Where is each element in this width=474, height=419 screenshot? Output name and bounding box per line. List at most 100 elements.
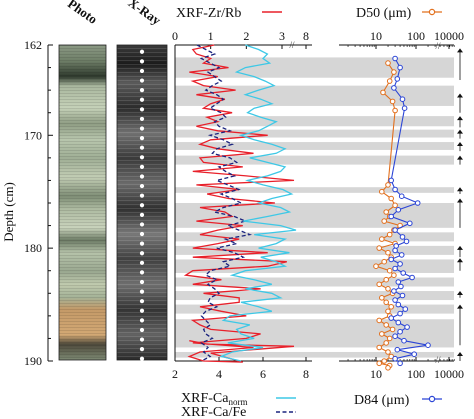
xray-sample-dot xyxy=(139,289,145,294)
depth-axis: Depth (cm) 162 170 180 190 xyxy=(1,38,53,368)
xray-sample-dot xyxy=(139,193,145,198)
depth-tick-label: 190 xyxy=(24,354,42,368)
gray-band xyxy=(175,277,454,287)
xray-sample-dot xyxy=(139,347,145,352)
gs-bottom-tick-label: 100 xyxy=(407,367,425,381)
series-d84-point xyxy=(395,301,402,308)
series-d50-point xyxy=(381,258,388,265)
series-d50-point xyxy=(392,202,398,209)
series-d50-point xyxy=(388,195,395,202)
depth-tick-label: 170 xyxy=(24,128,42,142)
series-d84-point xyxy=(395,207,402,213)
series-d50-point xyxy=(386,335,393,342)
xray-sample-dot xyxy=(139,279,145,285)
series-d84-point xyxy=(394,346,401,353)
series-d84-point xyxy=(398,283,404,290)
xrf-panel: 0 1 2 3 8 // 2 4 6 8 xyxy=(172,29,312,381)
series-d50-point xyxy=(376,245,383,251)
xray-sample-dot xyxy=(139,116,145,122)
xray-sample-dot xyxy=(139,231,145,237)
series-d84-point xyxy=(409,274,415,281)
fining-arrow-head xyxy=(457,351,463,356)
xray-sample-dot xyxy=(139,337,145,342)
series-d84-point xyxy=(402,306,409,312)
series-d50-point xyxy=(385,60,391,66)
series-d50-point xyxy=(376,317,383,324)
series-d84-point xyxy=(388,213,395,220)
series-d84-point xyxy=(398,252,405,258)
fining-arrow-head xyxy=(457,198,463,203)
xray-sample-dot xyxy=(139,318,145,323)
gray-band xyxy=(175,187,454,193)
xray-sample-dot xyxy=(139,327,145,333)
gray-band xyxy=(175,232,454,242)
photo-panel: Photo xyxy=(58,0,107,361)
fining-arrow-head xyxy=(457,304,463,309)
series-d50-point xyxy=(383,322,390,328)
gray-bands xyxy=(175,57,454,358)
gray-band xyxy=(175,351,454,358)
series-d50-point xyxy=(385,308,391,315)
xrf-top-tick-label: 2 xyxy=(243,29,249,43)
gs-top-tick-label: 10 xyxy=(370,29,382,43)
xray-sample-dot xyxy=(139,59,145,64)
xray-sample-dot xyxy=(139,203,145,208)
gray-band xyxy=(175,57,454,78)
series-d50-point xyxy=(386,231,393,238)
xrf-top-tick-label: 8 xyxy=(303,29,309,43)
xray-sample-dot xyxy=(139,136,145,141)
series-d84-point xyxy=(392,55,398,62)
series-d84-point xyxy=(399,234,406,240)
series-d50-point xyxy=(385,365,391,371)
series-d50-point xyxy=(389,98,396,105)
xray-sample-dot xyxy=(139,174,145,179)
xray-sample-dot xyxy=(139,222,145,227)
legend-canorm-label: XRF-Canorm xyxy=(181,391,247,407)
xray-sample-dot xyxy=(139,97,145,102)
series-d50-point xyxy=(376,344,383,351)
series-d84-point xyxy=(397,360,403,367)
series-d84-point xyxy=(399,292,406,299)
series-d84-point xyxy=(388,177,395,184)
gray-band xyxy=(175,129,454,138)
series-d84-point xyxy=(414,200,421,206)
xray-sample-dot xyxy=(139,145,145,150)
series-d84-point xyxy=(392,186,398,193)
gs-top-tick-label: 10000 xyxy=(434,29,464,43)
depth-axis-label: Depth (cm) xyxy=(1,182,16,242)
depth-tick-label: 162 xyxy=(24,38,42,52)
fining-arrow-head xyxy=(457,93,463,98)
series-d84-point xyxy=(400,270,407,276)
series-d84-point xyxy=(395,319,402,326)
xray-panel: X-Ray xyxy=(116,0,168,361)
legend-d50-marker xyxy=(428,8,436,16)
gray-band xyxy=(175,245,454,255)
series-d84-point xyxy=(392,227,398,233)
series-d50-point xyxy=(383,299,390,306)
xray-sample-dot xyxy=(139,183,145,189)
axis-break-mark: // xyxy=(435,41,441,51)
xray-sample-dot xyxy=(139,241,145,246)
legend-d50-label: D50 (μm) xyxy=(356,6,412,21)
series-d50-point xyxy=(380,89,386,96)
grain-size-panel: 10 100 10000// 10 100 10000// xyxy=(339,29,464,381)
series-d50-point xyxy=(385,286,391,292)
series-d50-point xyxy=(385,182,391,188)
fining-arrow-head xyxy=(457,291,463,296)
series-d50-point xyxy=(386,267,393,274)
series-d50-point xyxy=(389,326,396,333)
series-d84-point xyxy=(401,337,407,344)
series-d84-point xyxy=(411,351,418,358)
gray-band xyxy=(175,155,454,165)
series-d84-point xyxy=(392,265,398,272)
legend-top-d50: D50 (μm) xyxy=(356,6,442,21)
series-d50-point xyxy=(376,281,383,288)
xray-sample-dot xyxy=(139,299,145,304)
fining-arrow-head xyxy=(457,187,463,192)
fining-arrow-head xyxy=(457,245,463,250)
axis-break-mark: // xyxy=(435,355,441,365)
xray-sample-dot xyxy=(139,260,145,265)
series-d84-point xyxy=(392,355,398,362)
xray-sample-dot xyxy=(139,68,145,74)
